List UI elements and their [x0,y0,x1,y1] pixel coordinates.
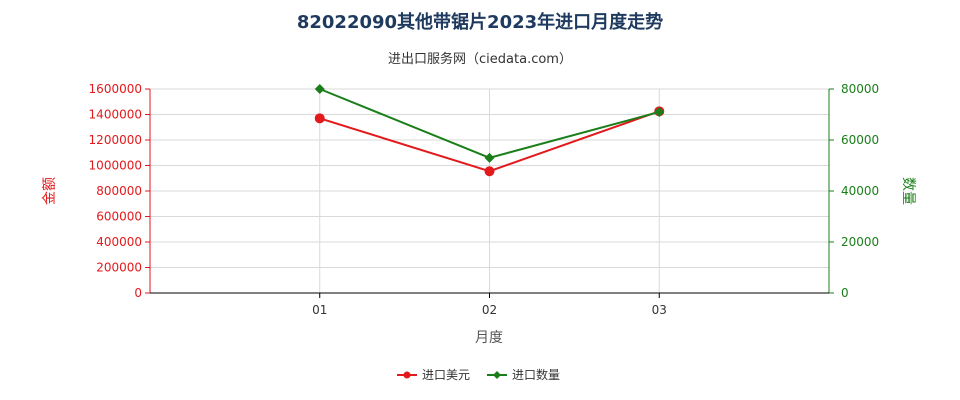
x-tick-label: 03 [652,303,667,317]
data-point [654,106,665,117]
y-left-tick-label: 800000 [96,184,142,198]
data-point [314,113,325,124]
legend-marker [493,371,501,379]
y-axis-left-label: 金额 [42,177,58,205]
legend-label: 进口美元 [422,368,470,382]
x-tick-label: 02 [482,303,497,317]
x-axis-label: 月度 [475,330,503,346]
data-point [484,152,495,163]
data-point [484,166,495,177]
y-left-tick-label: 600000 [96,210,142,224]
series [314,84,665,177]
axes [145,88,834,298]
chart-subtitle: 进出口服务网（ciedata.com） [388,52,572,67]
y-axis-right-label: 数量 [900,177,916,205]
y-right-tick-label: 0 [841,286,849,300]
y-left-tick-label: 1600000 [89,82,142,96]
grid-lines [150,88,830,293]
legend: 进口美元 进口数量 [397,367,560,382]
y-left-tick-label: 1000000 [89,159,142,173]
y-left-tick-label: 1200000 [89,133,142,147]
y-left-tick-label: 400000 [96,235,142,249]
legend-label: 进口数量 [512,367,560,382]
y-right-tick-label: 80000 [841,82,879,96]
y-right-tick-label: 40000 [841,184,879,198]
chart-title: 82022090其他带锯片2023年进口月度走势 [296,12,664,33]
data-point [314,84,325,94]
x-tick-label: 01 [312,303,327,317]
tick-labels: 0200000400000600000800000100000012000001… [89,82,880,317]
legend-marker [403,371,411,379]
y-left-tick-label: 1400000 [89,108,142,122]
y-left-tick-label: 200000 [96,261,142,275]
y-right-tick-label: 20000 [841,235,879,249]
y-left-tick-label: 0 [134,286,142,300]
y-right-tick-label: 60000 [841,133,879,147]
